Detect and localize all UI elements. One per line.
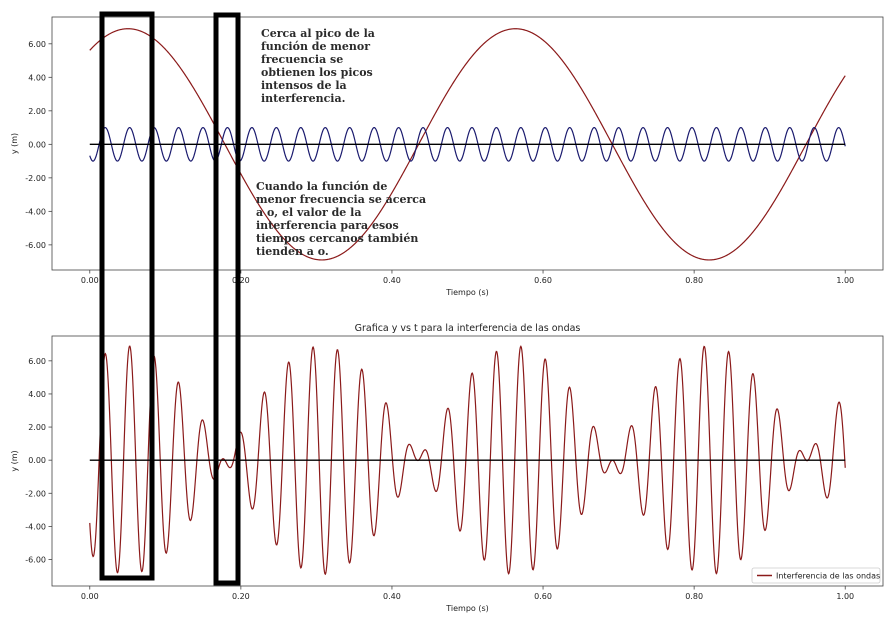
annotation-line: tiempos cercanos también <box>256 232 418 245</box>
annotation-line: interferencia para esos <box>256 219 399 232</box>
x-tick-label: 0.40 <box>383 276 401 285</box>
annotation-line: a o, el valor de la <box>256 206 361 219</box>
annotation-line: menor frecuencia se acerca <box>256 193 426 206</box>
y-tick-label: -6.00 <box>25 241 46 250</box>
x-tick-label: 0.00 <box>81 592 99 601</box>
annotation-line: Cerca al pico de la <box>261 27 375 40</box>
y-axis-label: y (m) <box>10 450 19 471</box>
x-tick-label: 0.20 <box>232 592 250 601</box>
axes-frame <box>51 335 884 587</box>
annotation-line: función de menor <box>261 40 370 53</box>
annotation-line: intensos de la <box>261 79 347 92</box>
y-tick-label: -4.00 <box>25 522 46 531</box>
x-axis-label: Tiempo (s) <box>445 288 489 297</box>
legend-label: Interferencia de las ondas <box>776 572 880 581</box>
y-tick-label: 2.00 <box>28 423 46 432</box>
subplot-1: 0.00 0.20 0.40 0.60 0.80 1.00 6.00 4.00 2.00 0.00… <box>10 16 884 297</box>
y-tick-label: -2.00 <box>25 489 46 498</box>
annotation-line: tienden a o. <box>256 245 329 258</box>
y-axis-label: y (m) <box>10 133 19 154</box>
legend-box <box>751 567 881 584</box>
x-axis-label: Tiempo (s) <box>445 604 489 613</box>
y-tick-label: 2.00 <box>28 107 46 116</box>
y-tick-label: 0.00 <box>28 140 46 149</box>
x-tick-label: 0.00 <box>81 276 99 285</box>
y-tick-label: -4.00 <box>25 207 46 216</box>
annotation-line: Cuando la función de <box>256 180 387 193</box>
x-tick-label: 0.80 <box>685 592 703 601</box>
x-tick-label: 1.00 <box>836 592 854 601</box>
highlight-box-1 <box>99 11 155 581</box>
y-tick-label: -2.00 <box>25 174 46 183</box>
x-tick-label: 0.60 <box>534 592 552 601</box>
x-tick-label: 0.40 <box>383 592 401 601</box>
x-tick-label: 0.60 <box>534 276 552 285</box>
x-tick-label: 0.20 <box>232 276 250 285</box>
chart-title: Grafica y vs t para la interferencia de … <box>355 323 581 334</box>
annotation-line: obtienen los picos <box>261 66 373 79</box>
y-tick-label: 6.00 <box>28 357 46 366</box>
x-tick-label: 1.00 <box>836 276 854 285</box>
annotation-line: frecuencia se <box>261 53 343 66</box>
subplot-2: Grafica y vs t para la interferencia de … <box>10 323 884 613</box>
annotation-line: interferencia. <box>261 92 345 105</box>
y-tick-label: 6.00 <box>28 40 46 49</box>
legend: Interferencia de las ondas <box>751 567 881 584</box>
y-tick-label: 4.00 <box>28 390 46 399</box>
x-tick-label: 0.80 <box>685 276 703 285</box>
highlight-box-2 <box>213 12 241 586</box>
axes-frame <box>51 16 884 271</box>
y-tick-label: 0.00 <box>28 456 46 465</box>
y-tick-label: -6.00 <box>25 556 46 565</box>
y-tick-label: 4.00 <box>28 73 46 82</box>
